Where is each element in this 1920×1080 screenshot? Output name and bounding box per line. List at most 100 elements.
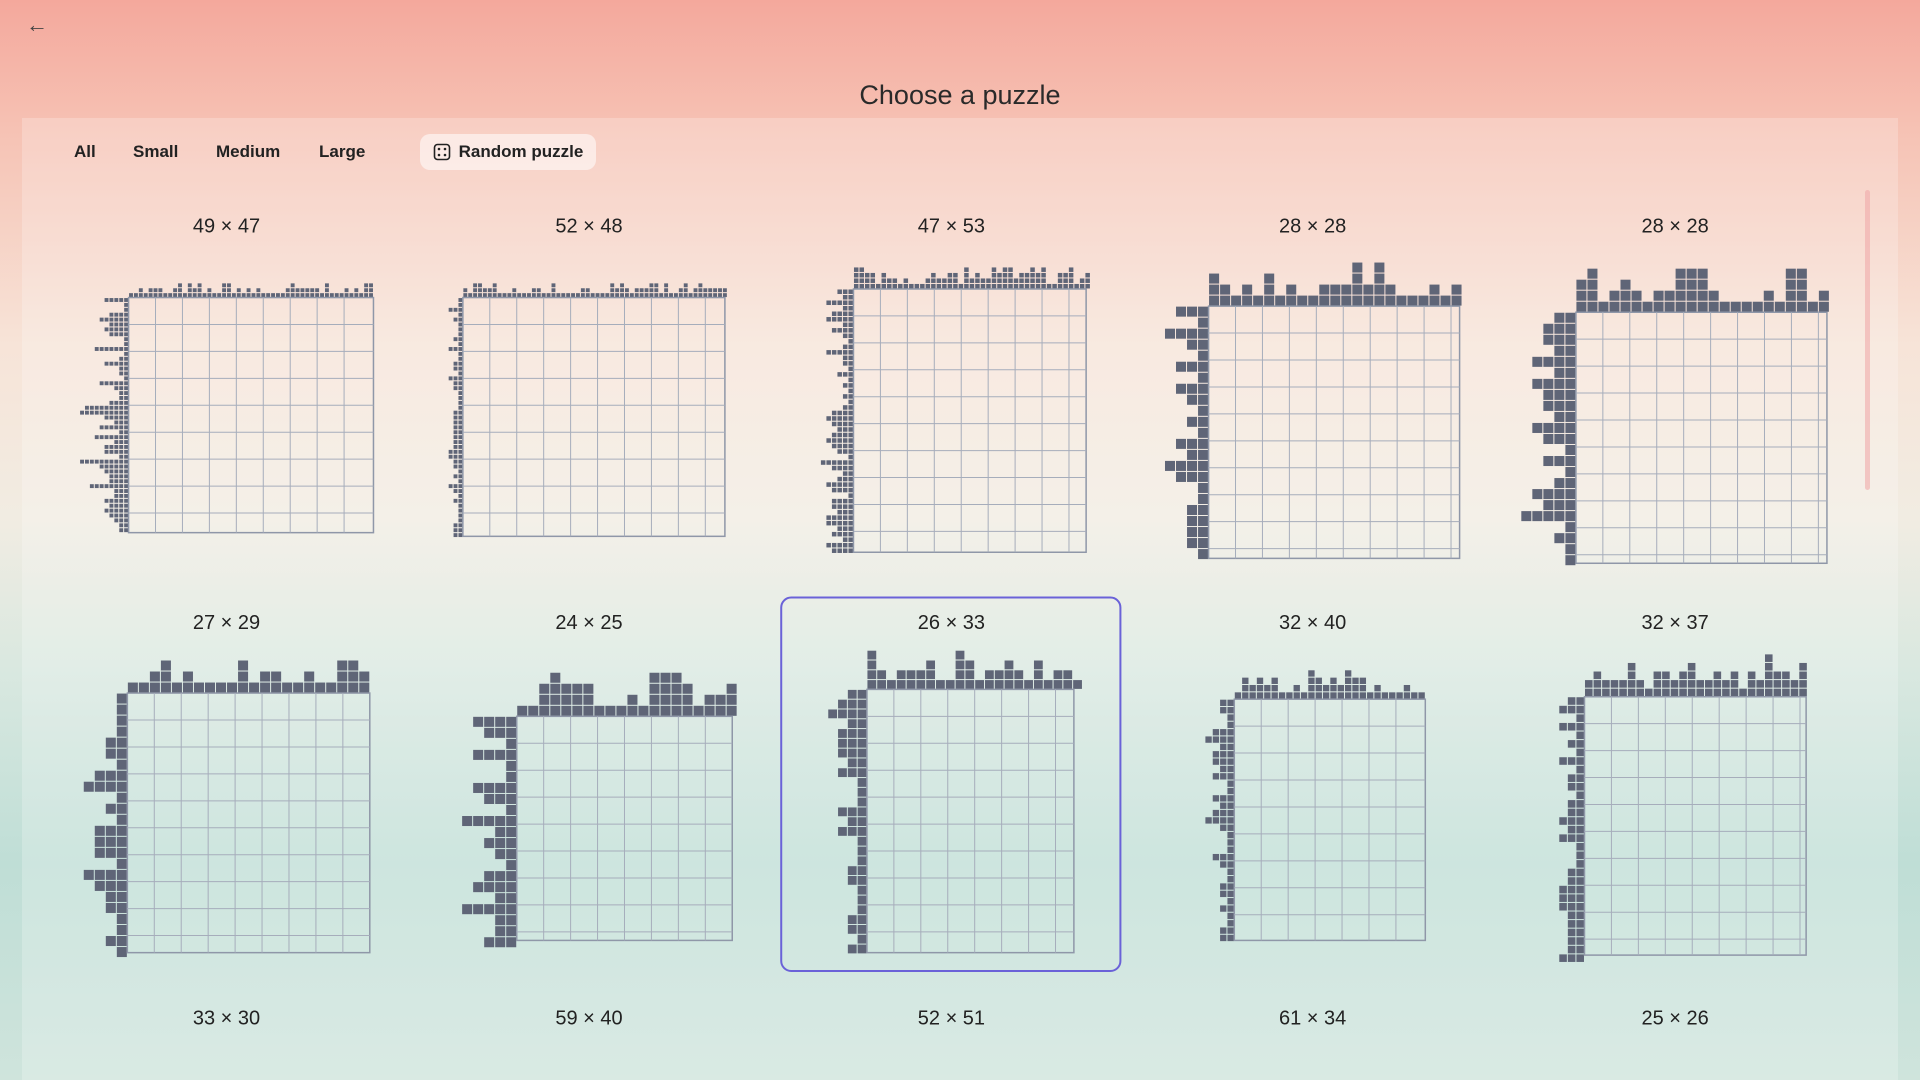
clue-block — [1014, 670, 1024, 680]
clue-block — [453, 307, 458, 312]
clue-block — [124, 444, 129, 449]
clue-block — [326, 682, 337, 693]
puzzle-card[interactable]: 32 × 40 — [1205, 612, 1427, 942]
clue-block — [1030, 267, 1035, 272]
clue-block — [1567, 782, 1576, 791]
clue-block — [458, 366, 463, 371]
clue-block — [1008, 267, 1013, 272]
clue-block — [119, 489, 124, 493]
clue-block — [246, 288, 251, 293]
clue-block — [531, 293, 536, 298]
clue-block — [1002, 278, 1008, 283]
clue-block — [492, 288, 497, 293]
clue-block — [1374, 273, 1385, 284]
puzzle-card[interactable]: 52 × 48 — [448, 215, 727, 538]
clue-block — [1644, 688, 1653, 697]
puzzle-card[interactable]: 28 × 28 — [1164, 215, 1462, 560]
clue-block — [877, 680, 887, 689]
clue-block — [124, 337, 129, 342]
clue-block — [1543, 489, 1554, 500]
clue-block — [1764, 671, 1773, 680]
clue-block — [1565, 389, 1576, 400]
puzzle-card[interactable]: 24 × 25 — [462, 612, 737, 948]
back-button[interactable]: ← — [26, 12, 48, 37]
clue-block — [1085, 283, 1090, 289]
clue-block — [94, 781, 105, 792]
clue-block — [124, 327, 129, 332]
clue-block — [484, 838, 495, 849]
clue-block — [1576, 851, 1584, 860]
random-puzzle-button[interactable]: Random puzzle — [420, 134, 596, 170]
clue-block — [1567, 757, 1576, 765]
clue-block — [1198, 538, 1209, 549]
clue-block — [506, 816, 517, 827]
clue-block — [831, 350, 837, 355]
clue-block — [1227, 787, 1234, 795]
filter-tab[interactable]: Large — [319, 142, 366, 161]
clue-block — [1619, 680, 1627, 688]
clue-block — [1220, 802, 1227, 809]
filter-tab[interactable]: Medium — [216, 142, 281, 161]
clue-block — [119, 327, 124, 332]
clue-block — [1675, 279, 1686, 290]
clue-block — [1352, 684, 1359, 692]
puzzle-card[interactable]: 59 × 40 — [555, 1008, 622, 1030]
clue-block — [903, 278, 909, 283]
clue-block — [1565, 533, 1576, 544]
clue-block — [359, 671, 370, 682]
puzzle-card[interactable]: 28 × 28 — [1521, 215, 1829, 566]
clue-block — [1576, 825, 1584, 834]
clue-block — [1041, 278, 1046, 283]
puzzle-card[interactable]: 47 × 53 — [820, 215, 1090, 553]
clue-block — [124, 312, 129, 317]
clue-block — [507, 293, 512, 298]
clue-block — [114, 327, 119, 332]
clue-block — [1227, 729, 1234, 736]
clue-block — [848, 454, 853, 460]
puzzle-card[interactable]: 32 × 37 — [1559, 612, 1807, 962]
clue-block — [842, 410, 848, 416]
puzzle-card[interactable]: 26 × 33 — [828, 612, 1082, 954]
clue-block — [831, 421, 837, 427]
clue-block — [842, 311, 848, 317]
clue-block — [1079, 283, 1085, 289]
puzzle-card[interactable]: 52 × 51 — [918, 1008, 985, 1030]
clue-block — [1790, 688, 1799, 697]
puzzle-card[interactable]: 33 × 30 — [193, 1008, 260, 1030]
clue-block — [857, 827, 867, 836]
clue-block — [1046, 283, 1052, 289]
clue-block — [1008, 278, 1013, 283]
clue-block — [660, 672, 671, 683]
clue-block — [114, 489, 119, 493]
clue-block — [909, 283, 914, 289]
clue-block — [133, 293, 138, 298]
puzzle-card[interactable]: 25 × 26 — [1641, 1008, 1708, 1030]
clue-block — [1532, 378, 1543, 389]
clue-block — [109, 347, 114, 351]
puzzle-frame — [1575, 311, 1828, 565]
clue-block — [1554, 345, 1565, 356]
clue-block — [512, 293, 517, 298]
clue-block — [916, 670, 926, 680]
clue-block — [837, 416, 842, 421]
puzzle-card[interactable]: 49 × 47 — [80, 215, 375, 534]
clue-block — [708, 288, 713, 293]
clue-block — [124, 351, 129, 356]
clue-block — [1242, 692, 1249, 699]
puzzle-card[interactable]: 27 × 29 — [83, 612, 371, 958]
puzzle-card[interactable]: 61 × 34 — [1279, 1008, 1346, 1030]
clue-block — [1713, 671, 1722, 680]
clue-block — [1242, 295, 1253, 306]
clue-block — [857, 817, 867, 827]
clue-block — [1363, 295, 1374, 306]
clue-block — [458, 420, 463, 425]
clue-block — [1429, 284, 1440, 295]
clue-block — [1631, 290, 1642, 301]
clue-block — [831, 317, 837, 322]
clue-block — [522, 293, 527, 298]
filter-tab[interactable]: Small — [133, 142, 179, 161]
clue-block — [458, 347, 463, 351]
filter-tab[interactable]: All — [74, 142, 96, 161]
clue-block — [124, 469, 129, 474]
clue-block — [1344, 670, 1352, 677]
